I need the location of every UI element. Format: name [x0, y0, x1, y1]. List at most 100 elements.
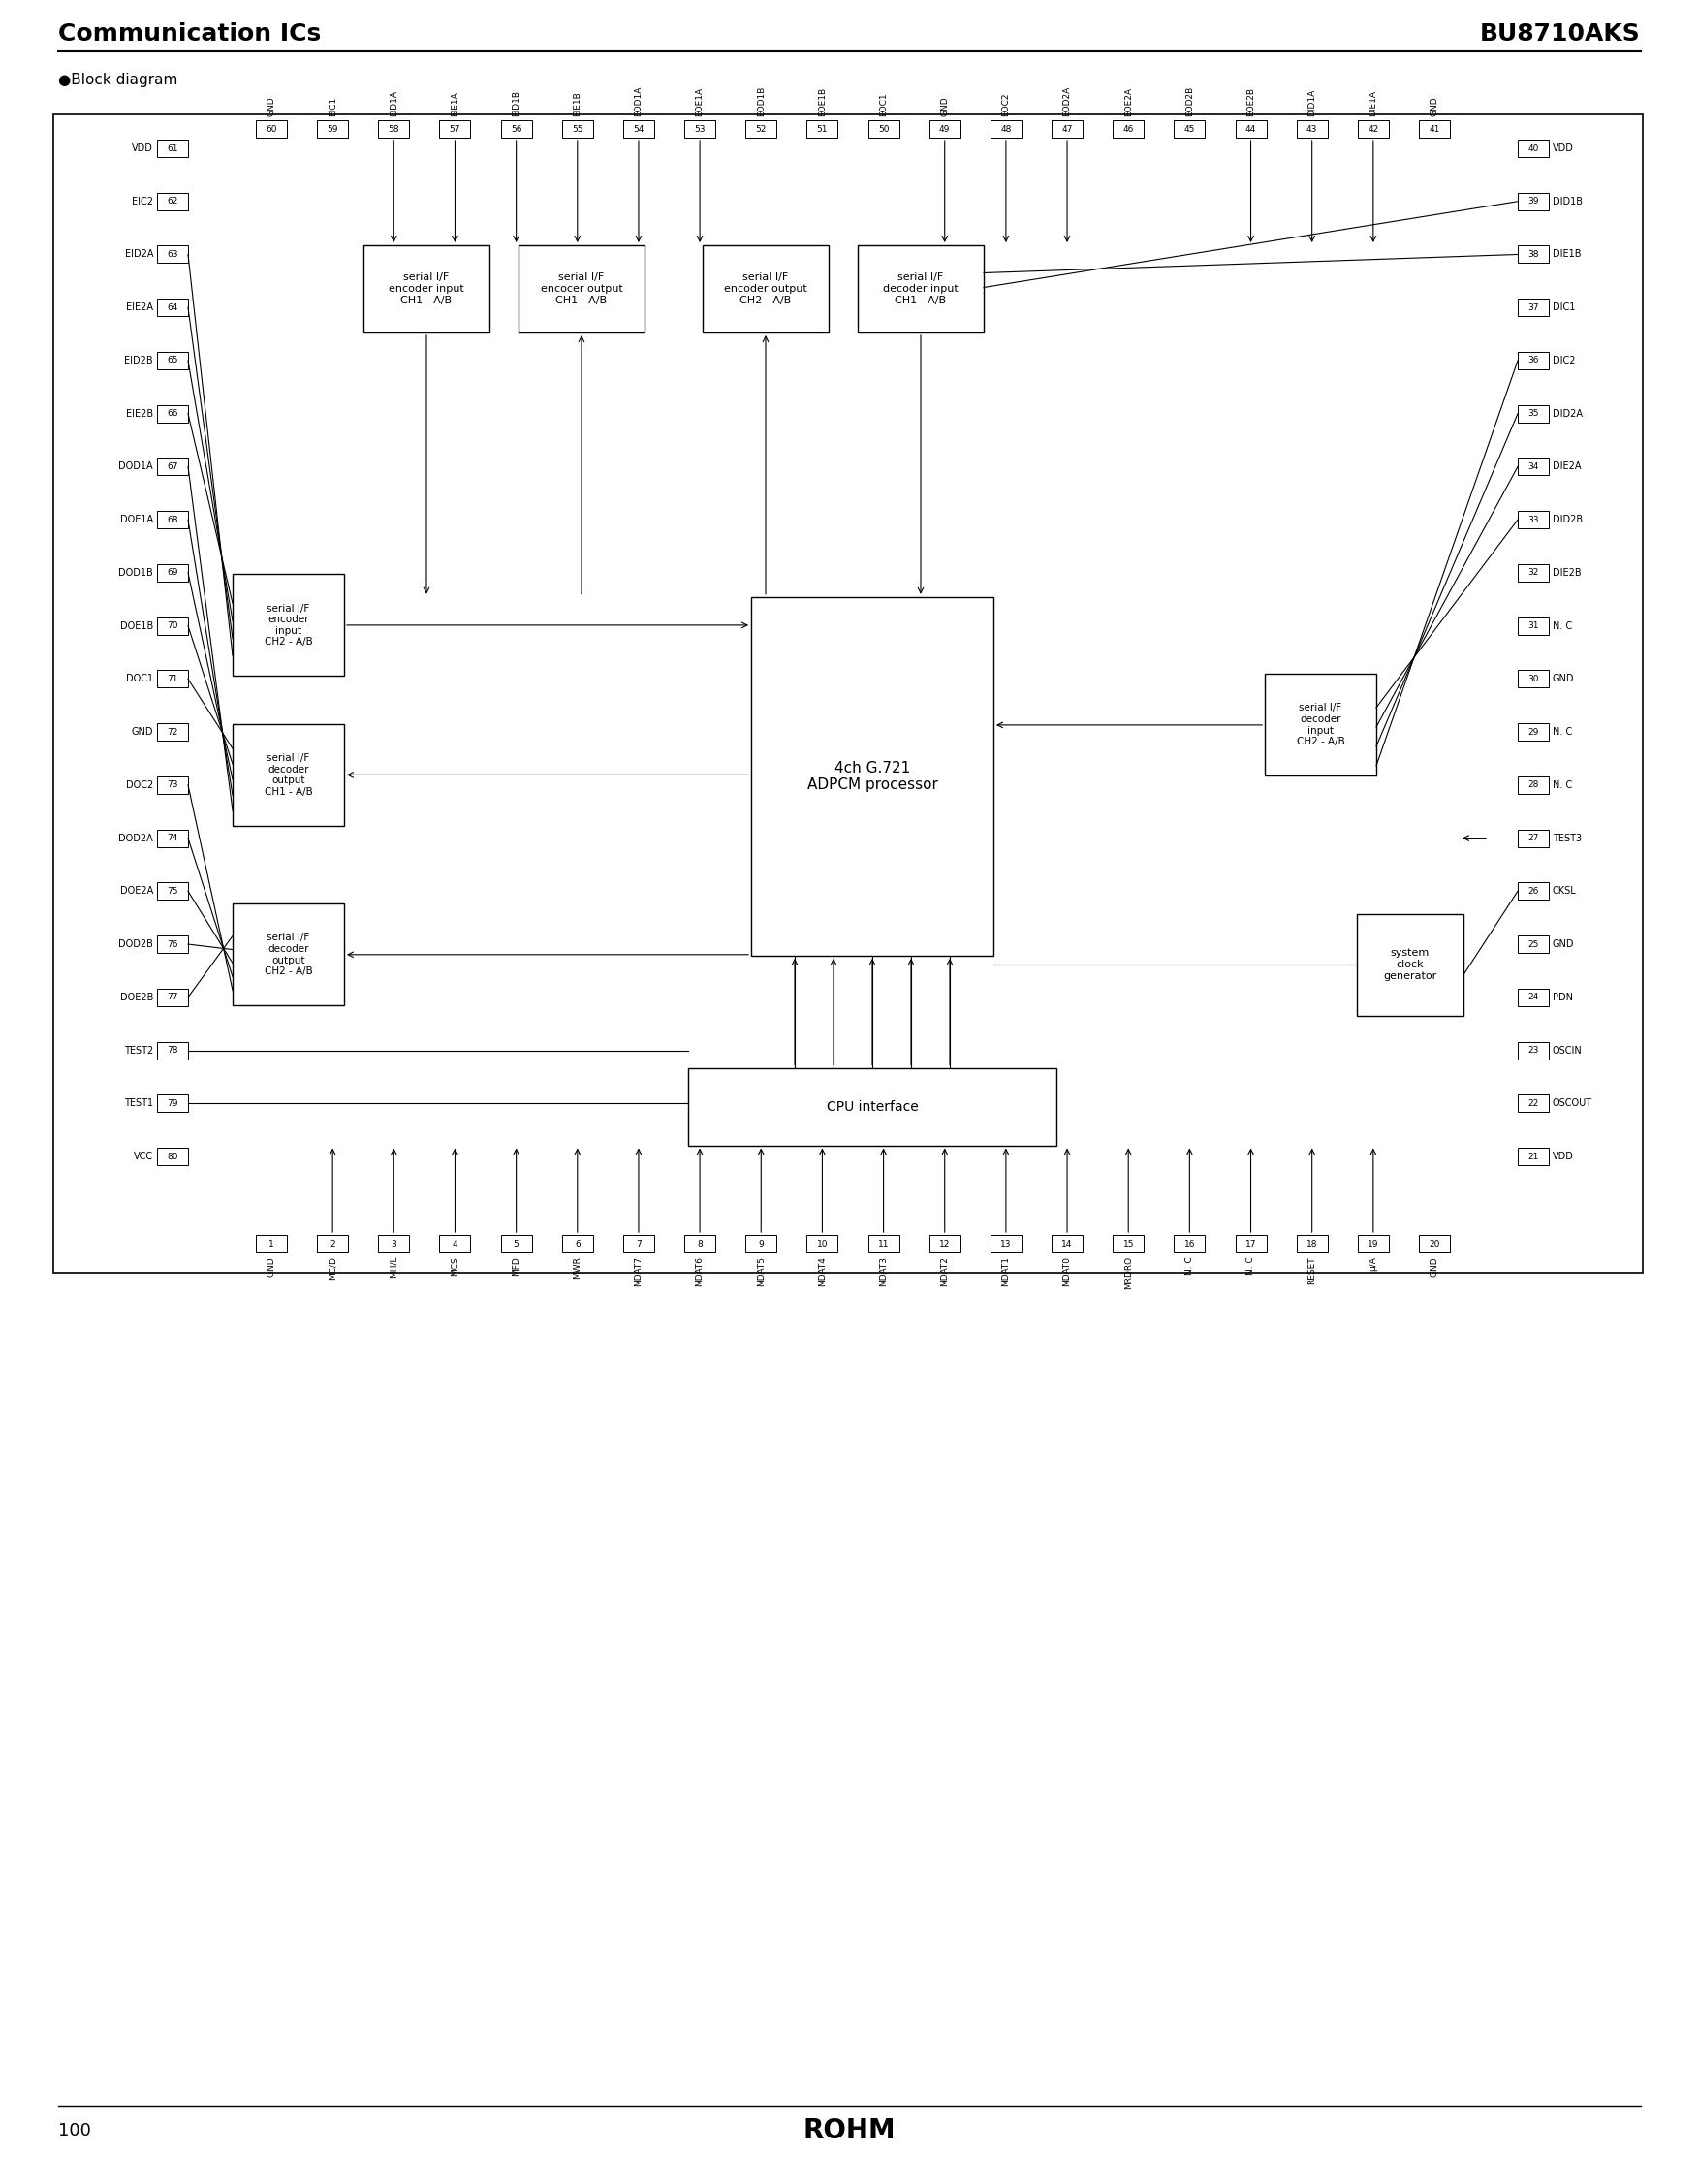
Text: 65: 65: [167, 356, 178, 365]
Text: DID1B: DID1B: [1553, 197, 1583, 205]
Text: EOC1: EOC1: [878, 92, 889, 116]
Text: MDAT0: MDAT0: [1064, 1256, 1072, 1286]
Bar: [1113, 1234, 1143, 1251]
Text: 61: 61: [167, 144, 178, 153]
Bar: [1174, 1234, 1205, 1251]
Text: 20: 20: [1429, 1238, 1441, 1247]
Text: MDAT7: MDAT7: [634, 1256, 642, 1286]
Text: 49: 49: [940, 124, 950, 133]
Text: MDAT2: MDAT2: [940, 1256, 950, 1286]
Text: PDN: PDN: [1553, 992, 1573, 1002]
Text: 46: 46: [1123, 124, 1133, 133]
Text: DOE2B: DOE2B: [121, 992, 153, 1002]
Bar: [751, 596, 994, 957]
Text: 3: 3: [391, 1238, 396, 1247]
Bar: [318, 1234, 348, 1251]
Bar: [156, 511, 189, 529]
Text: μ/A: μ/A: [1369, 1256, 1378, 1271]
Text: DOD1A: DOD1A: [119, 461, 153, 472]
Text: 73: 73: [167, 780, 178, 788]
Text: VDD: VDD: [1553, 144, 1573, 153]
Bar: [807, 120, 838, 138]
Bar: [233, 574, 345, 677]
Bar: [156, 830, 189, 847]
Text: 75: 75: [167, 887, 178, 895]
Bar: [1517, 723, 1549, 740]
Text: DIC1: DIC1: [1553, 304, 1575, 312]
Text: 18: 18: [1307, 1238, 1317, 1247]
Text: serial I/F
decoder
input
CH2 - A/B: serial I/F decoder input CH2 - A/B: [1296, 703, 1344, 747]
Text: EIE1A: EIE1A: [450, 92, 459, 116]
Text: 32: 32: [1527, 568, 1539, 577]
Bar: [868, 120, 899, 138]
Text: 35: 35: [1527, 408, 1539, 417]
Text: DID2A: DID2A: [1553, 408, 1583, 419]
Bar: [1517, 563, 1549, 581]
Text: 55: 55: [573, 124, 583, 133]
Text: GND: GND: [1431, 96, 1439, 116]
Text: DOD1B: DOD1B: [119, 568, 153, 577]
Text: OSCOUT: OSCOUT: [1553, 1099, 1592, 1107]
Text: EID1A: EID1A: [389, 90, 398, 116]
Bar: [156, 563, 189, 581]
Bar: [440, 1234, 471, 1251]
Bar: [1358, 120, 1388, 138]
Text: CPU interface: CPU interface: [826, 1101, 917, 1114]
Text: 40: 40: [1527, 144, 1539, 153]
Text: 57: 57: [450, 124, 460, 133]
Text: 69: 69: [167, 568, 178, 577]
Text: MCS: MCS: [450, 1256, 459, 1275]
Bar: [156, 299, 189, 317]
Text: MFD: MFD: [511, 1256, 520, 1275]
Text: 37: 37: [1527, 304, 1539, 312]
Text: EID2B: EID2B: [124, 356, 153, 365]
Bar: [1517, 1042, 1549, 1059]
Text: GND: GND: [1431, 1256, 1439, 1275]
Text: DOE2A: DOE2A: [121, 887, 153, 895]
Bar: [1419, 1234, 1449, 1251]
Text: DOE1B: DOE1B: [121, 620, 153, 631]
Text: 10: 10: [817, 1238, 827, 1247]
Text: 22: 22: [1527, 1099, 1539, 1107]
Bar: [156, 989, 189, 1007]
Text: 77: 77: [167, 994, 178, 1002]
Text: 66: 66: [167, 408, 178, 417]
Bar: [1517, 775, 1549, 793]
Bar: [1517, 192, 1549, 210]
Bar: [703, 245, 829, 332]
Text: 2: 2: [330, 1238, 335, 1247]
Text: 58: 58: [389, 124, 399, 133]
Text: 41: 41: [1429, 124, 1441, 133]
Text: serial I/F
encoder
input
CH2 - A/B: serial I/F encoder input CH2 - A/B: [265, 603, 313, 646]
Text: DIE2B: DIE2B: [1553, 568, 1582, 577]
Text: 42: 42: [1368, 124, 1378, 133]
Text: 21: 21: [1527, 1153, 1539, 1162]
Bar: [156, 723, 189, 740]
Text: ●Block diagram: ●Block diagram: [58, 74, 178, 87]
Text: DIE2A: DIE2A: [1553, 461, 1582, 472]
Text: DID1A: DID1A: [1308, 90, 1317, 116]
Text: 39: 39: [1527, 197, 1539, 205]
Text: 68: 68: [167, 515, 178, 524]
Text: N. C: N. C: [1553, 780, 1572, 791]
Text: 6: 6: [574, 1238, 581, 1247]
Bar: [156, 618, 189, 636]
Text: MDAT5: MDAT5: [756, 1256, 766, 1286]
Text: 43: 43: [1307, 124, 1317, 133]
Bar: [156, 352, 189, 369]
Bar: [257, 120, 287, 138]
Bar: [156, 247, 189, 262]
Text: DIE1B: DIE1B: [1553, 249, 1582, 260]
Bar: [991, 120, 1021, 138]
Text: TEST3: TEST3: [1553, 834, 1582, 843]
Bar: [156, 670, 189, 688]
Text: Communication ICs: Communication ICs: [58, 22, 321, 46]
Text: 8: 8: [697, 1238, 703, 1247]
Text: 30: 30: [1527, 675, 1539, 684]
Text: 71: 71: [167, 675, 178, 684]
Bar: [518, 245, 644, 332]
Text: 28: 28: [1527, 780, 1539, 788]
Bar: [991, 1234, 1021, 1251]
Text: EIE2B: EIE2B: [126, 408, 153, 419]
Text: EID2A: EID2A: [124, 249, 153, 260]
